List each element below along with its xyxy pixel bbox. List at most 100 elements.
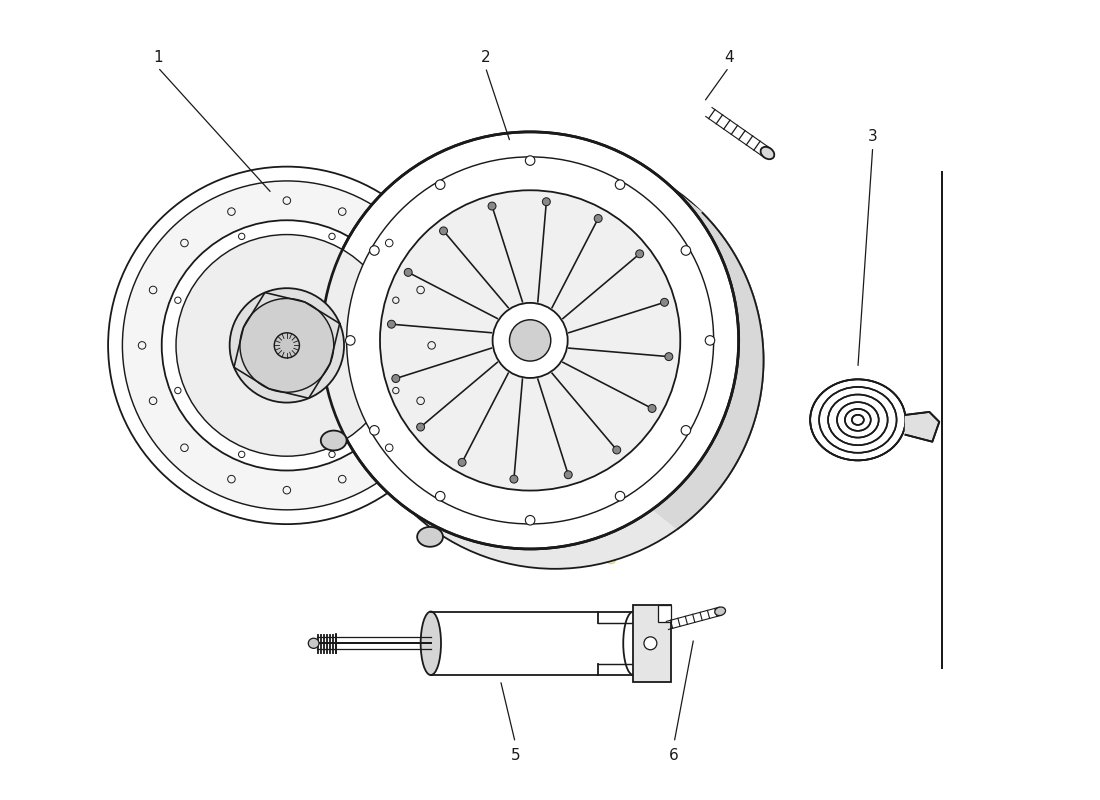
- Ellipse shape: [648, 405, 656, 413]
- Polygon shape: [710, 441, 738, 466]
- Polygon shape: [680, 481, 710, 505]
- Polygon shape: [729, 396, 756, 422]
- Polygon shape: [717, 247, 745, 273]
- Polygon shape: [689, 471, 717, 496]
- Ellipse shape: [493, 303, 568, 378]
- Polygon shape: [726, 270, 754, 295]
- Ellipse shape: [108, 166, 465, 524]
- Text: 1: 1: [153, 50, 163, 65]
- Ellipse shape: [321, 430, 346, 450]
- Ellipse shape: [542, 198, 550, 206]
- Polygon shape: [704, 226, 733, 251]
- Polygon shape: [703, 451, 732, 477]
- Polygon shape: [682, 198, 711, 222]
- Ellipse shape: [230, 288, 344, 402]
- Polygon shape: [738, 335, 763, 362]
- Ellipse shape: [392, 374, 399, 382]
- Text: 2: 2: [481, 50, 491, 65]
- Polygon shape: [714, 242, 741, 267]
- Ellipse shape: [345, 336, 355, 345]
- Ellipse shape: [526, 156, 535, 166]
- Polygon shape: [724, 264, 751, 290]
- Ellipse shape: [458, 458, 466, 466]
- Polygon shape: [738, 323, 763, 349]
- Text: 4: 4: [724, 50, 734, 65]
- Polygon shape: [734, 378, 760, 404]
- Polygon shape: [696, 462, 725, 486]
- Polygon shape: [716, 430, 744, 455]
- Ellipse shape: [681, 426, 691, 435]
- Polygon shape: [733, 384, 759, 410]
- Ellipse shape: [705, 336, 715, 345]
- Ellipse shape: [660, 298, 669, 306]
- Ellipse shape: [644, 637, 657, 650]
- Ellipse shape: [440, 227, 448, 235]
- Ellipse shape: [417, 423, 425, 431]
- Ellipse shape: [436, 491, 446, 501]
- Polygon shape: [736, 305, 761, 331]
- Ellipse shape: [510, 475, 518, 483]
- Polygon shape: [697, 216, 726, 241]
- Ellipse shape: [379, 190, 680, 490]
- Ellipse shape: [308, 638, 319, 648]
- Ellipse shape: [509, 320, 551, 361]
- Text: 3: 3: [868, 130, 878, 144]
- Ellipse shape: [594, 214, 602, 222]
- Polygon shape: [737, 360, 762, 386]
- Polygon shape: [718, 425, 746, 450]
- Ellipse shape: [636, 250, 644, 258]
- Bar: [658, 605, 671, 622]
- Polygon shape: [678, 193, 706, 217]
- Polygon shape: [734, 293, 759, 319]
- Ellipse shape: [387, 320, 395, 328]
- Ellipse shape: [664, 353, 673, 361]
- Ellipse shape: [436, 180, 446, 190]
- Text: 5: 5: [510, 748, 520, 763]
- Ellipse shape: [346, 152, 763, 569]
- Ellipse shape: [162, 220, 412, 470]
- Polygon shape: [672, 490, 701, 514]
- Polygon shape: [722, 258, 749, 284]
- Polygon shape: [727, 402, 755, 427]
- Polygon shape: [735, 372, 761, 398]
- Polygon shape: [713, 435, 740, 461]
- Polygon shape: [686, 202, 715, 226]
- Polygon shape: [905, 412, 939, 442]
- Polygon shape: [690, 206, 718, 231]
- Ellipse shape: [370, 426, 379, 435]
- Polygon shape: [719, 253, 747, 278]
- Polygon shape: [726, 407, 752, 433]
- Polygon shape: [738, 354, 763, 380]
- Bar: [634, 605, 671, 682]
- Polygon shape: [738, 330, 763, 355]
- Ellipse shape: [417, 527, 443, 546]
- Ellipse shape: [681, 246, 691, 255]
- Polygon shape: [737, 317, 762, 343]
- Ellipse shape: [613, 446, 620, 454]
- Polygon shape: [667, 494, 696, 518]
- Polygon shape: [652, 506, 682, 529]
- Polygon shape: [730, 282, 757, 307]
- Ellipse shape: [760, 147, 774, 159]
- Ellipse shape: [122, 181, 451, 510]
- Text: a passion for parts since 1985: a passion for parts since 1985: [381, 459, 620, 570]
- Ellipse shape: [624, 611, 644, 675]
- Text: 6: 6: [669, 748, 679, 763]
- Ellipse shape: [321, 132, 739, 549]
- Polygon shape: [692, 466, 720, 491]
- Ellipse shape: [564, 470, 572, 478]
- Ellipse shape: [526, 515, 535, 525]
- Ellipse shape: [420, 611, 441, 675]
- Ellipse shape: [240, 298, 333, 392]
- Polygon shape: [738, 342, 763, 367]
- Ellipse shape: [346, 157, 714, 524]
- Ellipse shape: [811, 379, 905, 460]
- Polygon shape: [700, 457, 728, 482]
- Ellipse shape: [274, 333, 299, 358]
- Polygon shape: [701, 221, 729, 246]
- Ellipse shape: [404, 268, 412, 276]
- Polygon shape: [738, 348, 763, 374]
- Polygon shape: [662, 498, 692, 522]
- Ellipse shape: [615, 491, 625, 501]
- Ellipse shape: [370, 246, 379, 255]
